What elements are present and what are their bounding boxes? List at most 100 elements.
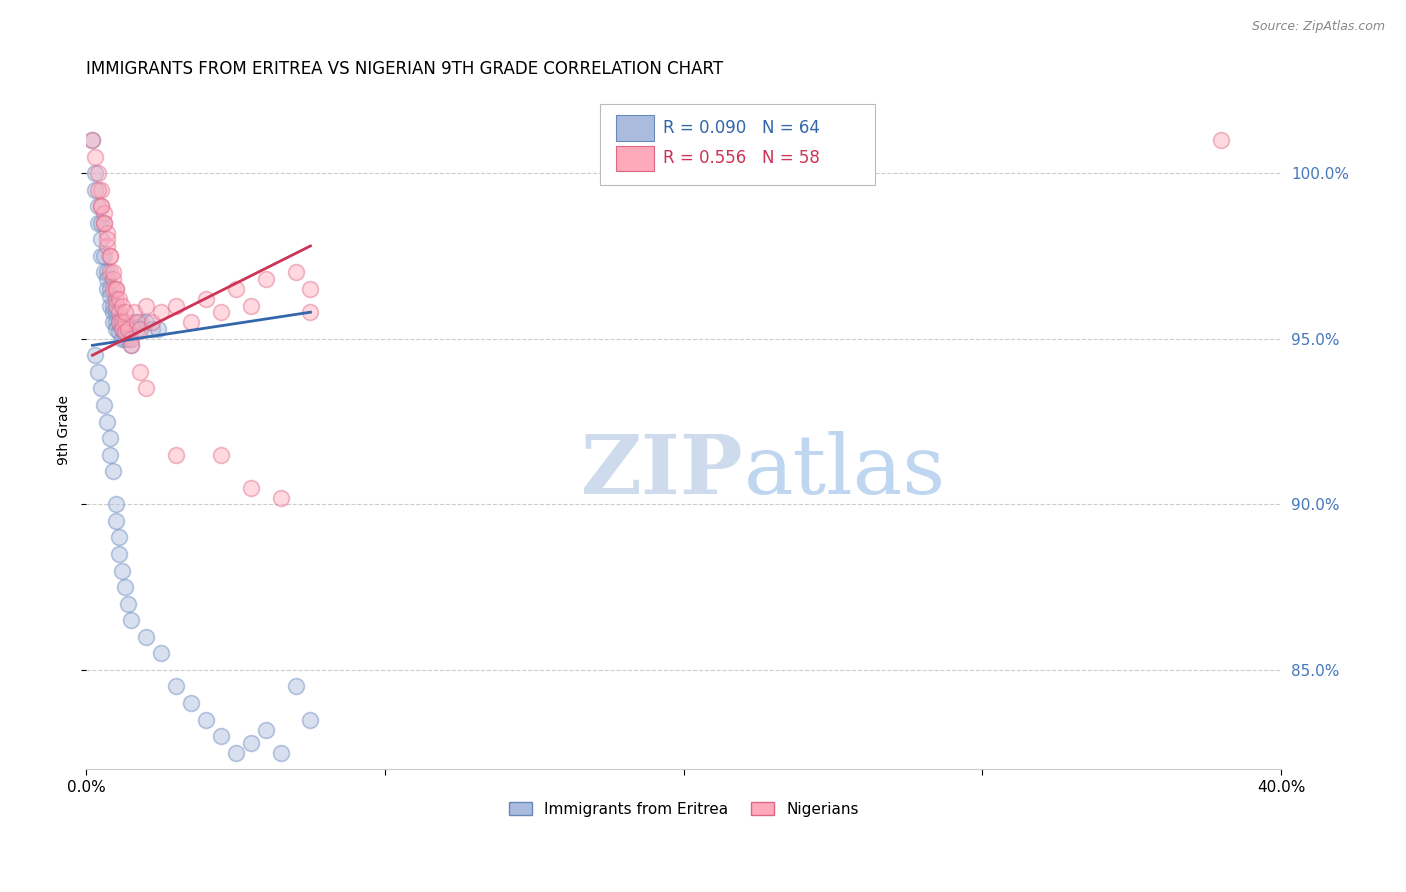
Point	[114, 315, 136, 329]
Point	[129, 315, 152, 329]
FancyBboxPatch shape	[616, 146, 654, 171]
Point	[239, 481, 262, 495]
Text: R = 0.556   N = 58: R = 0.556 N = 58	[664, 149, 820, 167]
Point	[96, 232, 118, 246]
Point	[127, 322, 149, 336]
Point	[90, 199, 112, 213]
Point	[225, 746, 247, 760]
Point	[111, 299, 134, 313]
FancyBboxPatch shape	[600, 103, 875, 186]
Point	[299, 282, 322, 296]
Point	[180, 315, 202, 329]
Point	[239, 299, 262, 313]
Point	[114, 332, 136, 346]
Point	[270, 746, 292, 760]
Point	[209, 729, 232, 743]
Point	[105, 497, 128, 511]
Point	[111, 315, 134, 329]
Point	[87, 166, 110, 180]
Point	[103, 299, 125, 313]
Text: atlas: atlas	[744, 431, 946, 510]
Point	[96, 265, 118, 279]
Point	[129, 322, 152, 336]
Point	[114, 325, 136, 339]
Point	[108, 531, 131, 545]
Point	[105, 282, 128, 296]
Point	[103, 315, 125, 329]
Point	[96, 415, 118, 429]
Point	[90, 216, 112, 230]
Point	[194, 713, 217, 727]
Point	[84, 348, 107, 362]
Point	[117, 597, 139, 611]
FancyBboxPatch shape	[616, 115, 654, 141]
Point	[165, 448, 187, 462]
Point	[103, 305, 125, 319]
Point	[209, 305, 232, 319]
Point	[103, 272, 125, 286]
Point	[120, 332, 142, 346]
Point	[180, 696, 202, 710]
Text: IMMIGRANTS FROM ERITREA VS NIGERIAN 9TH GRADE CORRELATION CHART: IMMIGRANTS FROM ERITREA VS NIGERIAN 9TH …	[86, 60, 724, 78]
Point	[150, 305, 173, 319]
Point	[103, 464, 125, 478]
Point	[90, 249, 112, 263]
Point	[98, 299, 121, 313]
Point	[194, 292, 217, 306]
Point	[299, 713, 322, 727]
Point	[135, 315, 157, 329]
Legend: Immigrants from Eritrea, Nigerians: Immigrants from Eritrea, Nigerians	[503, 796, 865, 822]
Point	[98, 249, 121, 263]
Point	[90, 232, 112, 246]
Point	[105, 315, 128, 329]
Point	[105, 322, 128, 336]
Point	[105, 282, 128, 296]
Point	[98, 282, 121, 296]
Point	[114, 580, 136, 594]
Point	[84, 166, 107, 180]
Point	[98, 249, 121, 263]
Point	[141, 322, 163, 336]
Point	[105, 299, 128, 313]
Point	[254, 272, 277, 286]
Point	[108, 315, 131, 329]
Point	[93, 398, 115, 412]
Point	[122, 305, 145, 319]
Point	[84, 149, 107, 163]
Point	[127, 315, 149, 329]
Text: ZIP: ZIP	[581, 431, 744, 510]
Point	[141, 315, 163, 329]
Point	[165, 680, 187, 694]
Point	[111, 322, 134, 336]
Point	[129, 365, 152, 379]
Point	[96, 282, 118, 296]
Point	[254, 723, 277, 737]
Point	[108, 315, 131, 329]
Point	[82, 133, 104, 147]
Point	[122, 315, 145, 329]
Point	[105, 514, 128, 528]
Point	[93, 265, 115, 279]
Point	[150, 646, 173, 660]
Point	[82, 133, 104, 147]
Text: R = 0.090   N = 64: R = 0.090 N = 64	[664, 119, 820, 136]
Point	[103, 265, 125, 279]
Point	[117, 322, 139, 336]
Point	[284, 265, 307, 279]
Point	[93, 216, 115, 230]
Point	[111, 564, 134, 578]
Point	[111, 332, 134, 346]
Point	[108, 325, 131, 339]
Point	[209, 448, 232, 462]
Point	[96, 239, 118, 253]
Point	[84, 183, 107, 197]
Point	[96, 226, 118, 240]
Point	[98, 288, 121, 302]
Point	[270, 491, 292, 505]
Point	[225, 282, 247, 296]
Point	[111, 322, 134, 336]
Point	[120, 613, 142, 627]
Point	[120, 338, 142, 352]
Point	[87, 216, 110, 230]
Point	[98, 448, 121, 462]
